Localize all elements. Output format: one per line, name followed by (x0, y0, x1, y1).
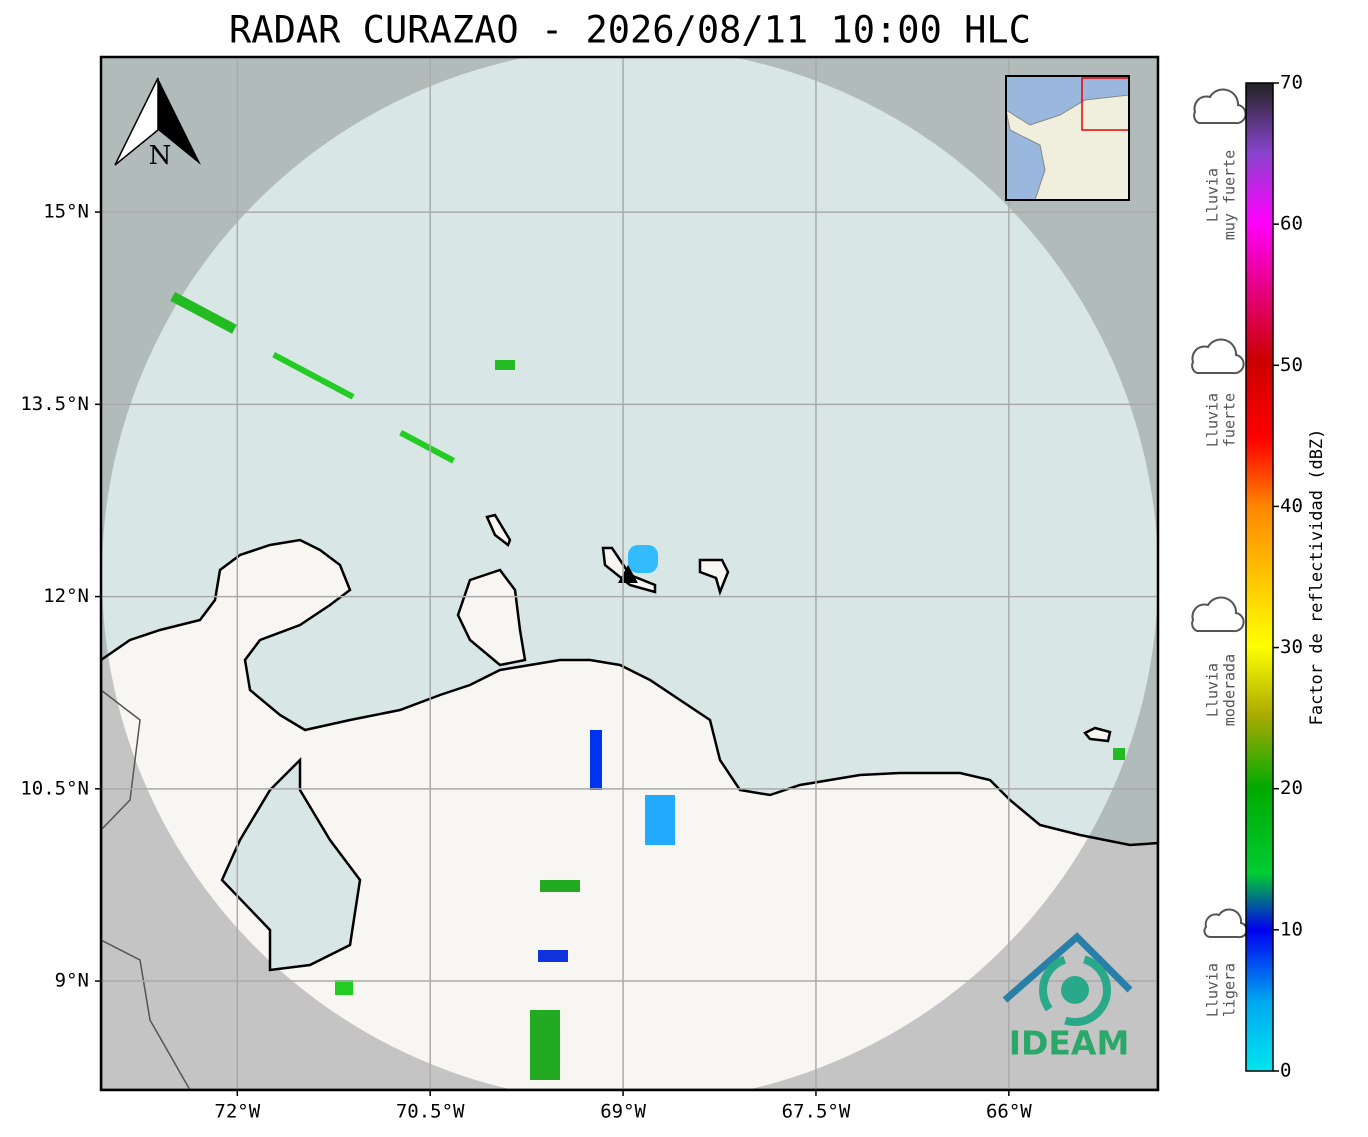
lon-tick-label: 72°W (214, 1101, 260, 1123)
radar-echoes (170, 291, 1125, 1080)
colorbar-tick-label: 60 (1280, 213, 1303, 235)
map (101, 57, 1158, 1090)
lat-tick-label: 12°N (43, 585, 89, 607)
lon-tick-label: 70.5°W (396, 1101, 465, 1123)
lon-tick-label: 69°W (600, 1101, 646, 1123)
colorbar-tick-label: 0 (1280, 1060, 1291, 1082)
lat-tick-label: 10.5°N (20, 777, 89, 799)
colorbar (1245, 82, 1274, 1072)
legend-label: fuerte (1221, 393, 1239, 447)
colorbar-tick-label: 50 (1280, 354, 1303, 376)
colorbar-tick-label: 10 (1280, 918, 1303, 940)
colorbar-tick-label: 30 (1280, 636, 1303, 658)
legend-label: Lluvia (1204, 393, 1222, 447)
legend-label: moderada (1221, 654, 1239, 726)
colorbar-tick-label: 40 (1280, 495, 1303, 517)
logo-text: IDEAM (1009, 1024, 1130, 1063)
legend-label: Lluvia (1204, 168, 1222, 222)
legend-icons (1191, 88, 1248, 939)
north-arrow: N (114, 77, 201, 171)
legend-label: Lluvia (1204, 663, 1222, 717)
lat-tick-label: 13.5°N (20, 393, 89, 415)
lat-tick-label: 9°N (55, 970, 89, 992)
logo: IDEAM (1002, 932, 1133, 1063)
colorbar-label: Factor de reflectividad (dBZ) (1307, 429, 1327, 726)
colorbar-tick-label: 20 (1280, 777, 1303, 799)
north-label: N (149, 141, 172, 171)
map-frame (99, 55, 1160, 1092)
legend-label: ligera (1221, 963, 1239, 1017)
colorbar-tick-label: 70 (1280, 72, 1303, 94)
legend-label: Lluvia (1204, 963, 1222, 1017)
lon-tick-label: 66°W (986, 1101, 1032, 1123)
lon-tick-label: 67.5°W (782, 1101, 851, 1123)
legend-label: muy fuerte (1221, 150, 1239, 240)
title: RADAR CURAZAO - 2026/08/11 10:00 HLC (229, 9, 1031, 52)
graticule (101, 57, 1158, 1090)
lat-tick-label: 15°N (43, 201, 89, 223)
inset-map (1005, 75, 1130, 201)
